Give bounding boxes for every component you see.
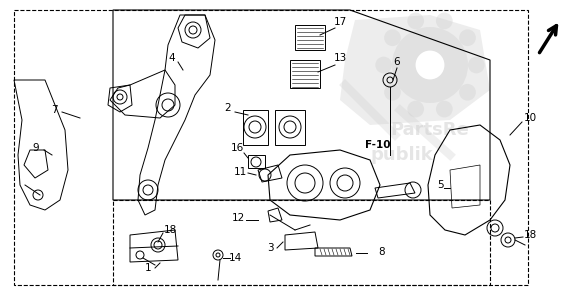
Text: 9: 9	[32, 143, 39, 153]
Text: PartsRe: PartsRe	[390, 121, 469, 139]
Circle shape	[459, 30, 476, 46]
Text: 1: 1	[145, 263, 151, 273]
Polygon shape	[340, 15, 490, 125]
Circle shape	[407, 101, 424, 117]
Circle shape	[375, 57, 392, 73]
Text: 18: 18	[523, 230, 537, 240]
Text: 12: 12	[232, 213, 244, 223]
Text: 2: 2	[225, 103, 232, 113]
Text: 6: 6	[394, 57, 400, 67]
Circle shape	[407, 13, 424, 29]
Circle shape	[416, 51, 445, 80]
Text: 16: 16	[230, 143, 244, 153]
Text: 8: 8	[379, 247, 385, 257]
Text: F-10: F-10	[365, 140, 391, 150]
Text: publik: publik	[370, 146, 433, 164]
Text: 11: 11	[233, 167, 247, 177]
Circle shape	[459, 84, 476, 101]
Text: 5: 5	[437, 180, 444, 190]
Text: 4: 4	[168, 53, 175, 63]
Text: 17: 17	[334, 17, 347, 27]
Bar	[14, 10, 528, 285]
Circle shape	[384, 84, 401, 101]
Circle shape	[392, 27, 468, 103]
Text: 7: 7	[51, 105, 57, 115]
Text: 3: 3	[267, 243, 273, 253]
Text: 18: 18	[163, 225, 177, 235]
Text: 10: 10	[523, 113, 537, 123]
Text: 13: 13	[334, 53, 347, 63]
Text: 14: 14	[228, 253, 241, 263]
Circle shape	[468, 57, 485, 73]
Circle shape	[436, 13, 453, 29]
Circle shape	[436, 101, 453, 117]
Circle shape	[384, 30, 401, 46]
